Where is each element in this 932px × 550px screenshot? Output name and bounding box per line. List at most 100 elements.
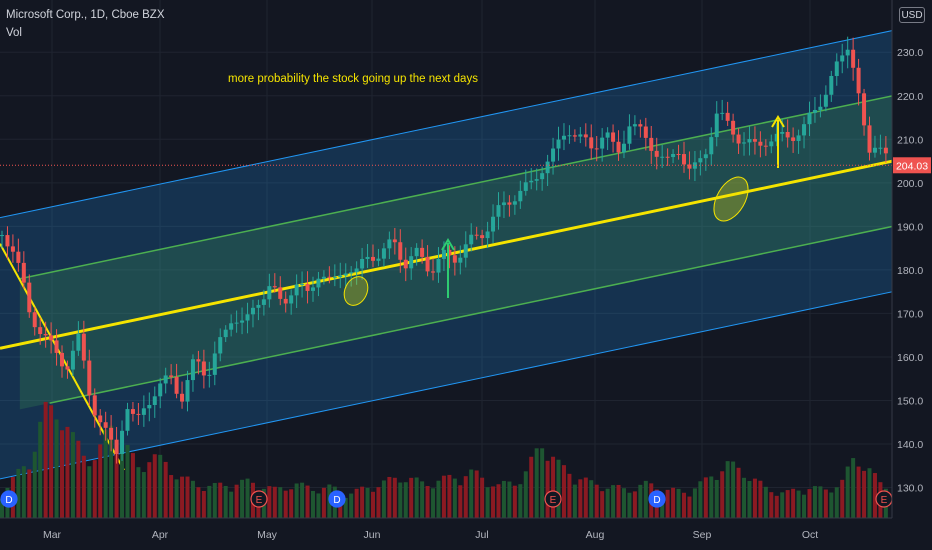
candle-body	[725, 112, 730, 121]
volume-bar	[485, 487, 490, 518]
candle-body	[818, 106, 823, 110]
volume-indicator-label[interactable]: Vol	[6, 27, 22, 39]
candle-body	[267, 286, 272, 300]
volume-bar	[605, 488, 610, 518]
price-tick-label: 210.0	[897, 134, 923, 146]
candle-body	[638, 124, 643, 127]
candle-body	[70, 350, 75, 370]
candle-body	[158, 383, 163, 397]
candle-body	[212, 353, 217, 375]
candle-body	[245, 314, 250, 321]
candle-body	[289, 295, 294, 304]
volume-bar	[540, 448, 545, 518]
volume-bar	[223, 485, 228, 518]
event-marker-earnings[interactable]: E	[250, 490, 268, 508]
candle-body	[125, 409, 130, 431]
volume-bar	[278, 487, 283, 518]
candle-body	[791, 137, 796, 141]
candle-body	[545, 161, 550, 174]
candle-body	[665, 156, 670, 158]
volume-bar	[147, 462, 152, 518]
event-marker-label: E	[550, 495, 557, 506]
volume-bar	[169, 475, 174, 518]
last-price-label: 204.03	[896, 160, 928, 172]
volume-bar	[392, 477, 397, 518]
candle-body	[621, 143, 626, 153]
candle-body	[403, 259, 408, 269]
event-marker-circle	[0, 490, 18, 508]
candle-body	[49, 335, 54, 341]
volume-bar	[109, 425, 114, 518]
candle-body	[709, 137, 714, 155]
candle-body	[441, 249, 446, 259]
volume-bar	[463, 476, 468, 518]
volume-bar	[638, 484, 643, 518]
volume-bar	[441, 475, 446, 518]
candle-body	[583, 134, 588, 138]
candle-body	[349, 272, 354, 274]
volume-bar	[196, 487, 201, 518]
volume-bar	[763, 486, 768, 518]
candle-body	[534, 179, 539, 181]
currency-button[interactable]: USD	[899, 7, 925, 23]
volume-bar	[130, 453, 135, 518]
pitchfork-outer-lower-line	[0, 291, 893, 480]
candle-body	[851, 49, 856, 68]
candle-body	[180, 393, 185, 402]
candle-body	[332, 277, 337, 279]
candle-body	[87, 360, 92, 396]
candle-body	[512, 201, 517, 205]
volume-bar	[758, 480, 763, 518]
candle-body	[109, 427, 114, 440]
candle-body	[883, 147, 888, 154]
candle-body	[283, 298, 288, 304]
price-tick-label: 160.0	[897, 352, 923, 364]
volume-bar	[21, 466, 26, 518]
event-marker-circle	[648, 490, 666, 508]
event-marker-earnings[interactable]: E	[544, 490, 562, 508]
volume-bar	[725, 461, 730, 518]
up-arrow-green-head	[441, 238, 455, 251]
volume-bar	[245, 478, 250, 518]
event-marker-dividend[interactable]: D	[328, 490, 346, 508]
event-marker-earnings[interactable]: E	[875, 490, 893, 508]
candle-body	[201, 361, 206, 376]
candle-body	[747, 139, 752, 143]
volume-bar	[643, 480, 648, 518]
candle-body	[136, 413, 141, 415]
event-marker-dividend[interactable]: D	[648, 490, 666, 508]
price-tick-label: 200.0	[897, 178, 923, 190]
candle-body	[147, 404, 152, 409]
candle-body	[742, 142, 747, 144]
candle-body	[141, 408, 146, 415]
candle-body	[769, 141, 774, 147]
candle-body	[376, 258, 381, 261]
candle-body	[381, 248, 386, 259]
volume-bar	[665, 489, 670, 518]
volume-bar	[862, 470, 867, 518]
volume-bar	[616, 484, 621, 518]
candle-body	[414, 247, 419, 257]
candle-body	[856, 67, 861, 94]
candle-body	[589, 137, 594, 149]
candle-body	[425, 256, 430, 272]
time-tick-label: Mar	[43, 529, 62, 541]
event-marker-dividend[interactable]: D	[0, 490, 18, 508]
candle-body	[409, 256, 414, 269]
volume-bar	[551, 456, 556, 518]
volume-bar	[556, 459, 561, 518]
candle-body	[785, 131, 790, 138]
candle-body	[354, 268, 359, 273]
volume-bar	[212, 482, 217, 518]
volume-bar	[769, 492, 774, 518]
candle-body	[660, 156, 665, 158]
volume-bar	[371, 491, 376, 518]
candle-body	[823, 94, 828, 107]
volume-bar	[507, 481, 512, 518]
volume-bar	[218, 482, 223, 518]
volume-bar	[780, 492, 785, 518]
candle-body	[752, 139, 757, 142]
candle-body	[463, 244, 468, 258]
chart-title: Microsoft Corp., 1D, Cboe BZX	[6, 9, 165, 21]
